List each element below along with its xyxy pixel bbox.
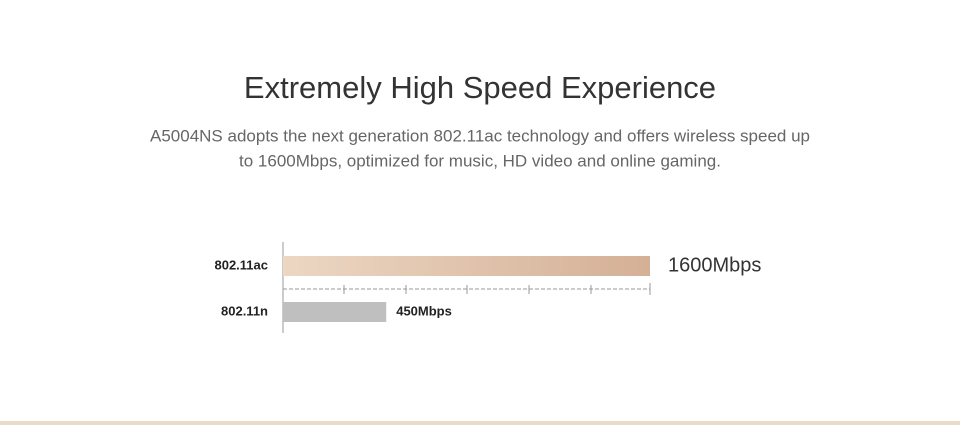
value-label: 450Mbps: [396, 303, 452, 318]
category-label: 802.11n: [221, 303, 268, 318]
top-glow: [340, 0, 700, 30]
subtitle-line: A5004NS adopts the next generation 802.1…: [150, 126, 810, 145]
bar: [283, 302, 387, 322]
guide-ticks: [343, 283, 651, 295]
category-label: 802.11ac: [214, 257, 268, 272]
value-label: 1600Mbps: [668, 254, 761, 276]
subtitle-line: to 1600Mbps, optimized for music, HD vid…: [239, 151, 721, 170]
bottom-band: [0, 421, 960, 425]
bar: [283, 256, 650, 276]
title: Extremely High Speed Experience: [244, 70, 716, 105]
